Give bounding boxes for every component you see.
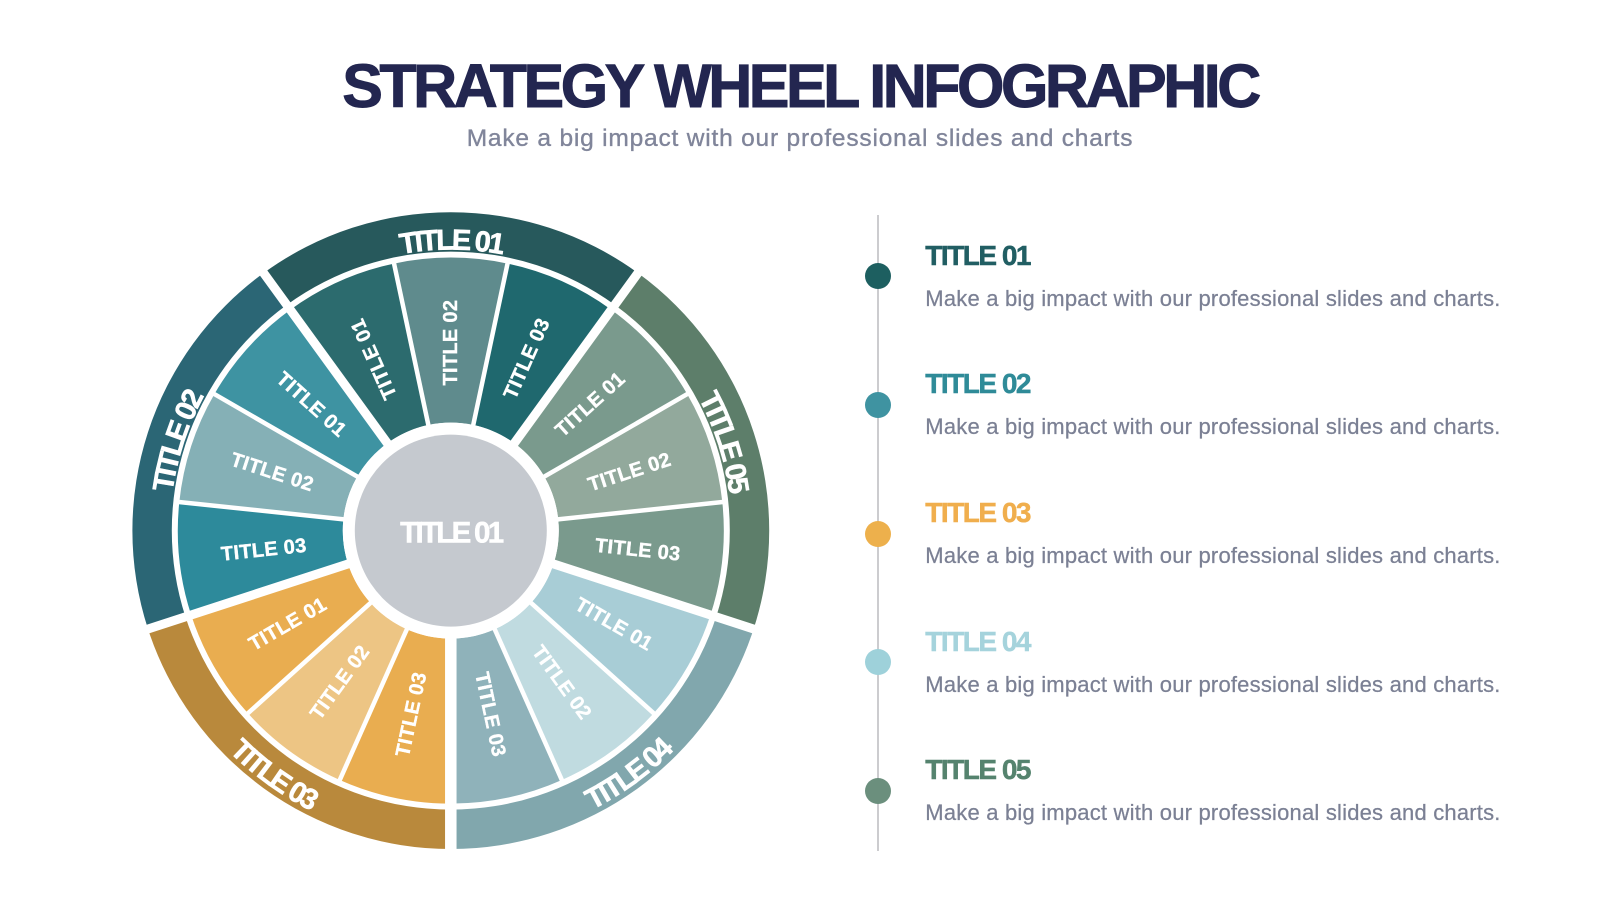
svg-text:TITLE 01: TITLE 01 [397,224,507,261]
svg-text:TITLE 02: TITLE 02 [440,300,462,386]
svg-text:TITLE 01: TITLE 01 [400,516,504,549]
